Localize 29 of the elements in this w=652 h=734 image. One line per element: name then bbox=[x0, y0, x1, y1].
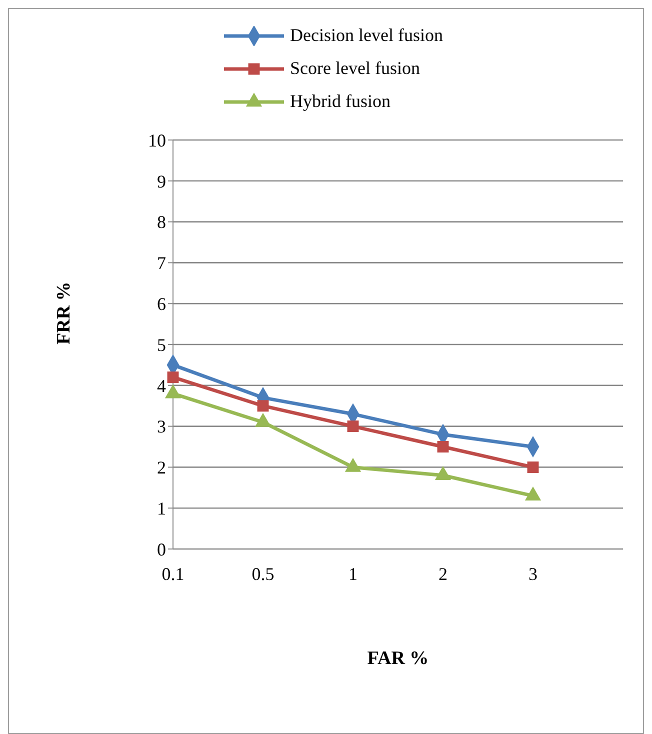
point bbox=[525, 487, 541, 500]
legend-label: Hybrid fusion bbox=[290, 91, 390, 112]
y-tick-label: 6 bbox=[157, 294, 166, 314]
x-axis-title: FAR % bbox=[367, 648, 429, 669]
y-tick-label: 8 bbox=[157, 212, 166, 232]
legend-label: Score level fusion bbox=[290, 58, 420, 79]
point bbox=[257, 400, 269, 412]
y-tick-label: 5 bbox=[157, 334, 166, 355]
y-tick-label: 1 bbox=[157, 498, 166, 518]
y-tick-label: 2 bbox=[157, 458, 166, 478]
y-tick-label: 10 bbox=[148, 130, 166, 150]
y-tick-label: 3 bbox=[157, 416, 166, 437]
x-tick-label: 2 bbox=[438, 564, 448, 584]
point bbox=[437, 441, 449, 452]
point bbox=[345, 458, 361, 472]
point bbox=[167, 371, 179, 383]
x-tick-label: 1 bbox=[348, 564, 358, 584]
point bbox=[527, 461, 539, 473]
y-tick-label: 0 bbox=[157, 539, 166, 560]
point bbox=[435, 466, 451, 480]
x-tick-label: 0.5 bbox=[252, 564, 274, 584]
y-tick-label: 7 bbox=[157, 253, 166, 274]
point bbox=[347, 420, 359, 432]
y-axis-title: FRR % bbox=[54, 282, 75, 344]
y-tick-label: 9 bbox=[157, 171, 166, 192]
x-tick-label: 0.1 bbox=[162, 564, 184, 584]
y-tick-label: 4 bbox=[157, 376, 166, 396]
x-tick-label: 3 bbox=[528, 564, 538, 584]
legend-label: Decision level fusion bbox=[290, 25, 443, 46]
